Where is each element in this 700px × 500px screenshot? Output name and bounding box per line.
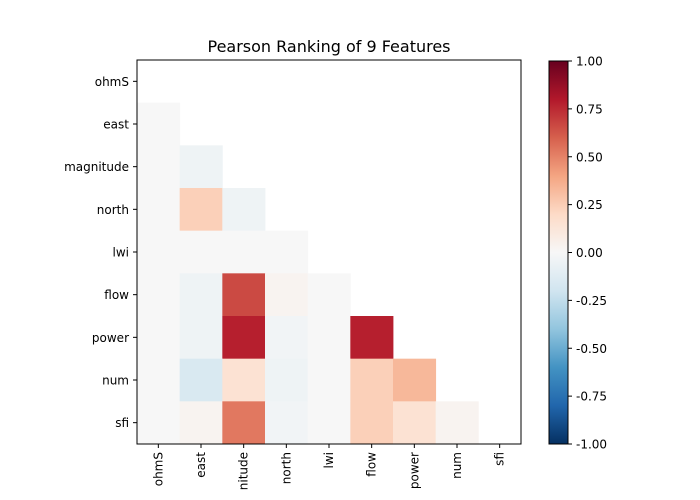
colorbar-tick-label: 0.25 bbox=[576, 198, 603, 212]
heatmap-cell-flow-lwi bbox=[307, 273, 351, 317]
x-axis: ohmS east nitude north lwi flow power num sfi bbox=[151, 444, 507, 490]
heatmap-cell-power-magnitude bbox=[222, 316, 266, 360]
heatmap-cell-num-ohmS bbox=[137, 358, 181, 402]
heatmap-cell-power-flow bbox=[350, 316, 394, 360]
x-tick-label: power bbox=[407, 452, 421, 489]
y-tick-label: north bbox=[97, 203, 129, 217]
heatmap-cell-sfi-power bbox=[393, 401, 437, 445]
colorbar-tick-label: 0.75 bbox=[576, 102, 603, 116]
y-tick-label: east bbox=[103, 118, 129, 132]
y-tick-label: sfi bbox=[115, 416, 129, 430]
colorbar-tick-label: 1.00 bbox=[576, 55, 603, 69]
heatmap-cell-north-east bbox=[179, 188, 223, 232]
heatmap-cell-sfi-ohmS bbox=[137, 401, 181, 445]
heatmap-cell-magnitude-ohmS bbox=[137, 145, 181, 189]
heatmap-cell-num-flow bbox=[350, 358, 394, 402]
heatmap-cell-flow-north bbox=[265, 273, 309, 317]
colorbar bbox=[548, 60, 569, 445]
heatmap-cell-north-ohmS bbox=[137, 188, 181, 232]
heatmap-cell-sfi-magnitude bbox=[222, 401, 266, 445]
heatmap-cell-num-east bbox=[179, 358, 223, 402]
colorbar-tick-label: 0.50 bbox=[576, 150, 603, 164]
x-tick-label: lwi bbox=[322, 452, 336, 468]
heatmap-cell-sfi-east bbox=[179, 401, 223, 445]
y-tick-label: num bbox=[102, 374, 129, 388]
x-tick-label: north bbox=[279, 452, 293, 484]
heatmap-cell-flow-ohmS bbox=[137, 273, 181, 317]
x-tick-label: ohmS bbox=[151, 452, 165, 486]
y-tick-label: lwi bbox=[113, 246, 129, 260]
y-axis: ohmS east magnitude north lwi flow power num sfi bbox=[64, 75, 137, 430]
heatmap-cell-lwi-magnitude bbox=[222, 230, 266, 274]
heatmap-cell-lwi-ohmS bbox=[137, 230, 181, 274]
heatmap-cell-flow-magnitude bbox=[222, 273, 266, 317]
heatmap-cell-num-power bbox=[393, 358, 437, 402]
heatmap-cell-num-lwi bbox=[307, 358, 351, 402]
colorbar-tick-label: 0.00 bbox=[576, 246, 603, 260]
heatmap-cell-sfi-num bbox=[435, 401, 479, 445]
heatmap-cell-sfi-flow bbox=[350, 401, 394, 445]
heatmap-cells bbox=[137, 102, 479, 445]
heatmap-cell-lwi-north bbox=[265, 230, 309, 274]
x-tick-label: sfi bbox=[493, 452, 507, 466]
x-tick-label: flow bbox=[365, 452, 379, 477]
heatmap-cell-power-east bbox=[179, 316, 223, 360]
colorbar-tick-label: -0.25 bbox=[576, 294, 607, 308]
colorbar-tick-label: -0.50 bbox=[576, 342, 607, 356]
heatmap-cell-power-lwi bbox=[307, 316, 351, 360]
chart-title: Pearson Ranking of 9 Features bbox=[207, 37, 450, 56]
heatmap-cell-east-ohmS bbox=[137, 102, 181, 146]
y-tick-label: ohmS bbox=[95, 75, 129, 89]
x-tick-label: nitude bbox=[237, 452, 251, 490]
heatmap-cell-sfi-lwi bbox=[307, 401, 351, 445]
colorbar-tick-label: -1.00 bbox=[576, 438, 607, 452]
heatmap-cell-num-magnitude bbox=[222, 358, 266, 402]
heatmap-cell-magnitude-east bbox=[179, 145, 223, 189]
heatmap-cell-sfi-north bbox=[265, 401, 309, 445]
x-tick-label: num bbox=[450, 452, 464, 479]
colorbar-tick-label: -0.75 bbox=[576, 390, 607, 404]
heatmap-cell-lwi-east bbox=[179, 230, 223, 274]
heatmap-cell-power-north bbox=[265, 316, 309, 360]
colorbar-axis: -1.00 -0.75 -0.50 -0.25 0.00 0.25 0.50 0.75 1.00 bbox=[568, 55, 607, 452]
y-tick-label: flow bbox=[104, 288, 129, 302]
heatmap-cell-flow-east bbox=[179, 273, 223, 317]
heatmap-cell-power-ohmS bbox=[137, 316, 181, 360]
heatmap-cell-num-north bbox=[265, 358, 309, 402]
y-tick-label: power bbox=[92, 331, 129, 345]
y-tick-label: magnitude bbox=[64, 160, 129, 174]
x-tick-label: east bbox=[194, 452, 208, 478]
heatmap-cell-north-magnitude bbox=[222, 188, 266, 232]
